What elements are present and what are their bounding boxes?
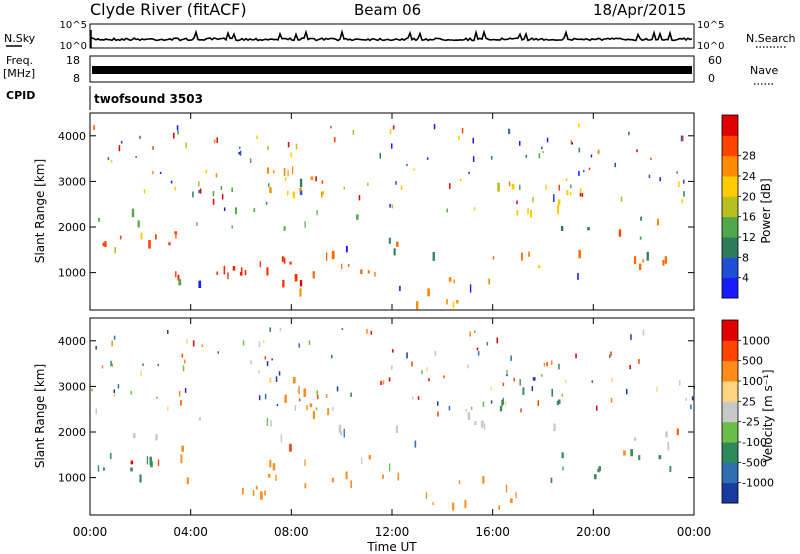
time-tick-label: 00:00 [73, 525, 108, 539]
time-tick-label: 08:00 [274, 525, 309, 539]
velocity-colorbar: 1000 500 100 25 -25 -100 -500 -1000 [721, 319, 774, 504]
colorbar-tick-label: 20 [742, 190, 756, 203]
colorbar-tick-label: -100 [742, 436, 767, 449]
date-label: 18/Apr/2015 [593, 1, 686, 19]
nsearch-label: N.Search [746, 32, 796, 45]
freq-trace [92, 66, 692, 74]
colorbar-tick-label: 28 [742, 150, 756, 163]
colorbar-tick-label: 16 [742, 211, 756, 224]
colorbar-tick-label: 24 [742, 170, 756, 183]
velocity-panel-frame [89, 317, 695, 516]
freq-panel-frame [89, 55, 695, 83]
power-colorbar: 4 8 12 16 20 24 28 [721, 114, 756, 299]
cpid-label: CPID [6, 89, 35, 102]
velocity-y-ticks: 1000 2000 3000 4000 [58, 335, 694, 485]
power-x-ticks [89, 113, 695, 310]
nsky-label: N.Sky [4, 32, 36, 45]
colorbar-tick-label: -1000 [742, 477, 774, 490]
nsky-tick-high: 10^5 [60, 20, 87, 31]
time-tick-label: 00:00 [677, 525, 712, 539]
freq-unit: [MHz] [3, 67, 35, 80]
y-tick-label: 4000 [58, 335, 86, 348]
power-panel: 1000 2000 3000 4000 Slant Range [km] 4 8 12 16… [33, 112, 773, 311]
power-y-ticks: 1000 2000 3000 4000 [58, 130, 694, 280]
y-tick-label: 2000 [58, 221, 86, 234]
colorbar-tick-label: 8 [742, 251, 749, 264]
time-tick-label: 04:00 [173, 525, 208, 539]
nsky-tick-low: 10^0 [60, 41, 87, 52]
y-tick-label: 3000 [58, 380, 86, 393]
nsky-trace [90, 29, 693, 48]
power-data [93, 123, 685, 310]
velocity-panel: 1000 2000 3000 4000 Slant Range [km] 1000 50… [33, 317, 775, 516]
nave-tick-low: 0 [708, 72, 715, 85]
nsearch-tick-low: 10^0 [697, 41, 724, 52]
time-tick-labels: 00:00 04:00 08:00 12:00 16:00 20:00 00:00 [73, 525, 712, 539]
freq-tick-high: 18 [66, 54, 80, 67]
time-tick-label: 12:00 [375, 525, 410, 539]
y-tick-label: 1000 [58, 472, 86, 485]
y-tick-label: 2000 [58, 426, 86, 439]
freq-label: Freq. [6, 54, 33, 67]
power-ylabel: Slant Range [km] [33, 159, 47, 263]
time-axis-label: Time UT [366, 540, 417, 554]
cpid-value: twofsound 3503 [94, 92, 203, 106]
y-tick-label: 3000 [58, 175, 86, 188]
freq-tick-low: 8 [73, 72, 80, 85]
nsky-panel-frame [89, 23, 695, 49]
colorbar-tick-label: -25 [742, 416, 760, 429]
velocity-data [91, 327, 695, 511]
y-tick-label: 4000 [58, 130, 86, 143]
colorbar-tick-label: 12 [742, 231, 756, 244]
colorbar-tick-label: -500 [742, 456, 767, 469]
velocity-colorbar-label: Velocity [m s⁻¹] [761, 369, 775, 462]
time-tick-label: 16:00 [475, 525, 510, 539]
time-tick-label: 20:00 [576, 525, 611, 539]
beam-label: Beam 06 [354, 1, 421, 19]
colorbar-tick-label: 25 [742, 395, 756, 408]
nave-tick-high: 60 [708, 54, 722, 67]
colorbar-tick-label: 4 [742, 272, 749, 285]
colorbar-tick-label: 1000 [742, 334, 770, 347]
velocity-ylabel: Slant Range [km] [33, 364, 47, 468]
y-tick-label: 1000 [58, 267, 86, 280]
nsearch-tick-high: 10^5 [697, 20, 724, 31]
power-colorbar-label: Power [dB] [759, 178, 773, 243]
nave-label: Nave [750, 64, 778, 77]
colorbar-tick-label: 500 [742, 355, 763, 368]
colorbar-tick-label: 100 [742, 375, 763, 388]
station-title: Clyde River (fitACF) [90, 0, 247, 19]
velocity-x-ticks [89, 318, 695, 515]
